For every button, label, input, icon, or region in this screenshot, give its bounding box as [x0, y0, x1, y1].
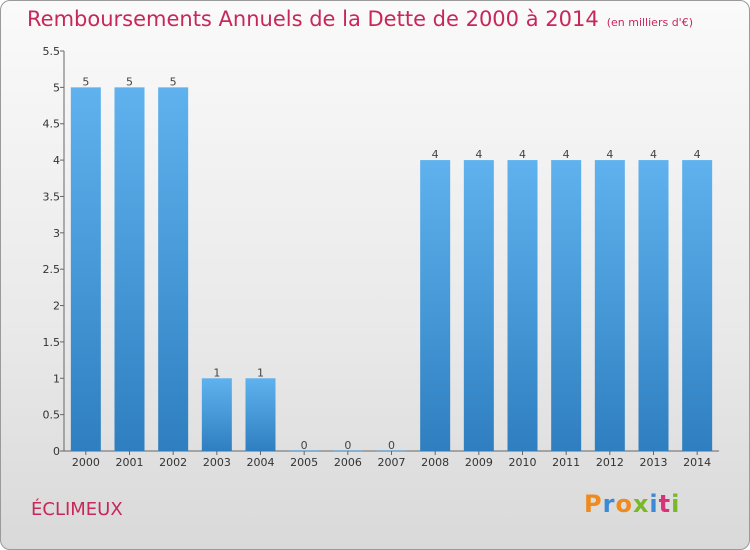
y-tick-label: 4.5	[43, 118, 61, 131]
bar-2000	[70, 87, 101, 451]
value-label-2002: 5	[170, 75, 177, 88]
y-tick-label: 4	[53, 154, 60, 167]
bar-2014	[682, 160, 713, 451]
logo-letter: P	[584, 490, 603, 518]
x-tick-label-2013: 2013	[640, 456, 668, 469]
y-tick-label: 0.5	[43, 409, 61, 422]
value-label-2001: 5	[126, 75, 133, 88]
value-label-2007: 0	[388, 439, 395, 452]
x-tick-label-2010: 2010	[509, 456, 537, 469]
y-tick-label: 2.5	[43, 263, 61, 276]
x-tick-label-2008: 2008	[421, 456, 449, 469]
value-label-2008: 4	[432, 148, 439, 161]
bar-2002	[158, 87, 189, 451]
logo-letter: i	[649, 490, 659, 518]
bar-2001	[114, 87, 145, 451]
x-tick-label-2005: 2005	[290, 456, 318, 469]
value-label-2012: 4	[606, 148, 613, 161]
value-label-2006: 0	[344, 439, 351, 452]
x-tick-label-2003: 2003	[203, 456, 231, 469]
y-tick-label: 3.5	[43, 190, 61, 203]
x-tick-label-2004: 2004	[247, 456, 275, 469]
bar-2010	[507, 160, 538, 451]
chart-axes: 0 0.5 1 1.5 2 2.5 3 3.5 4 4.5 5 5.5	[43, 45, 719, 458]
x-tick-label-2007: 2007	[378, 456, 406, 469]
proxiti-logo[interactable]: Proxiti	[584, 490, 680, 518]
y-tick-label: 0	[53, 445, 60, 458]
x-tick-label-2014: 2014	[683, 456, 711, 469]
bar-2004	[245, 378, 276, 451]
value-label-2000: 5	[82, 75, 89, 88]
x-tick-label-2006: 2006	[334, 456, 362, 469]
bar-2009	[463, 160, 494, 451]
logo-letter: x	[632, 490, 650, 518]
logo-letter: r	[602, 490, 616, 518]
x-tick-label-2012: 2012	[596, 456, 624, 469]
y-tick-label: 5.5	[43, 45, 61, 58]
x-tick-label-2002: 2002	[159, 456, 187, 469]
y-tick-label: 3	[53, 227, 60, 240]
y-tick-label: 1.5	[43, 336, 61, 349]
x-tick-label-2009: 2009	[465, 456, 493, 469]
logo-letter: o	[615, 490, 633, 518]
logo-letter: i	[671, 490, 681, 518]
chart-labels: 5 2000 5 2001 5 2002 1 2003 1 2004 0 2005 0 2006 0 2007…	[72, 75, 711, 469]
value-label-2013: 4	[650, 148, 657, 161]
chart-title-text: Remboursements Annuels de la Dette de 20…	[27, 7, 599, 31]
bar-2003	[201, 378, 232, 451]
value-label-2011: 4	[563, 148, 570, 161]
x-tick-label-2011: 2011	[552, 456, 580, 469]
chart-title: Remboursements Annuels de la Dette de 20…	[27, 7, 693, 31]
value-label-2010: 4	[519, 148, 526, 161]
value-label-2004: 1	[257, 366, 264, 379]
y-tick-label: 1	[53, 372, 60, 385]
bar-2013	[638, 160, 669, 451]
y-tick-label: 2	[53, 300, 60, 313]
x-tick-label-2001: 2001	[116, 456, 144, 469]
bar-2011	[551, 160, 582, 451]
value-label-2005: 0	[301, 439, 308, 452]
bar-2012	[594, 160, 625, 451]
x-tick-label-2000: 2000	[72, 456, 100, 469]
y-tick-label: 5	[53, 81, 60, 94]
bar-2008	[420, 160, 451, 451]
commune-name: ÉCLIMEUX	[31, 499, 123, 520]
chart-subtitle: (en milliers d'€)	[606, 16, 693, 29]
value-label-2009: 4	[475, 148, 482, 161]
logo-letter: t	[658, 490, 672, 518]
value-label-2003: 1	[213, 366, 220, 379]
value-label-2014: 4	[694, 148, 701, 161]
chart-bars	[70, 87, 713, 452]
